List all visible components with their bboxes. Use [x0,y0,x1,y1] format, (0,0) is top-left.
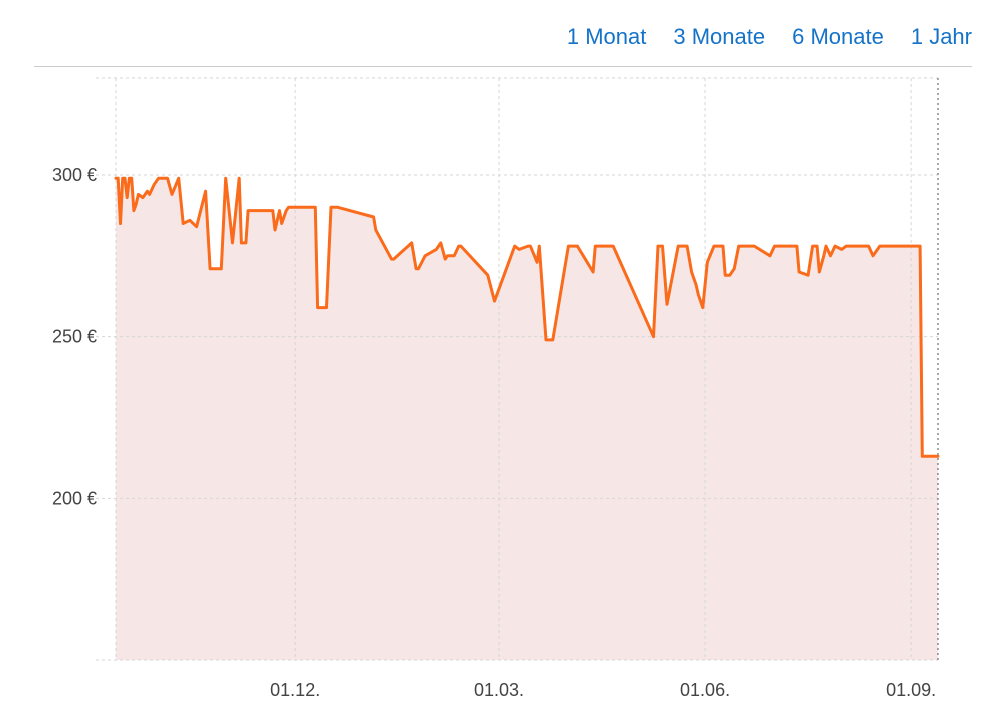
price-line [114,176,940,458]
x-tick-label: 01.12. [270,680,320,700]
x-tick-label: 01.06. [680,680,730,700]
range-3-months-link[interactable]: 3 Monate [673,24,766,49]
range-6-months-link[interactable]: 6 Monate [792,24,884,49]
price-area-fill [116,178,938,660]
range-1-year-link[interactable]: 1 Jahr [910,24,972,49]
x-tick-label: 01.03. [474,680,524,700]
y-tick-label: 250 € [52,327,97,347]
y-tick-label: 200 € [52,488,97,508]
time-range-nav: 1 Monat 3 Monate 6 Monate 1 Jahr [540,24,972,50]
header-divider [34,66,972,67]
x-tick-label: 01.09. [886,680,936,700]
y-tick-label: 300 € [52,165,97,185]
range-1-month-link[interactable]: 1 Monat [566,24,647,49]
